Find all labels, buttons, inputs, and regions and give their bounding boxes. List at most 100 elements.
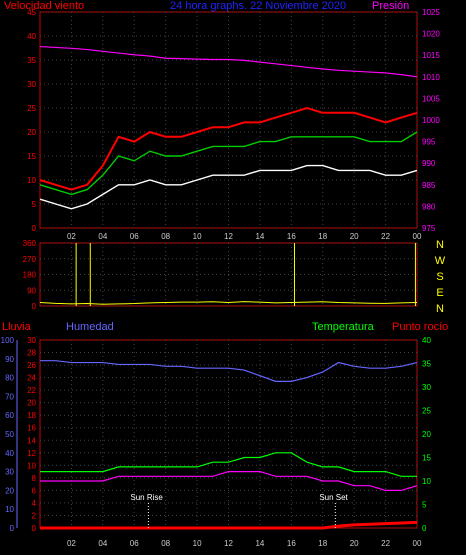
climate-x-tick-label: 00 (413, 539, 422, 548)
climate-x-tick-label: 18 (318, 539, 327, 548)
pressure-tick-label: 1010 (422, 73, 440, 82)
rain-tick-label: 26 (27, 361, 36, 370)
wind-tick-label: 0 (32, 224, 37, 233)
direction-tick-label: 270 (23, 255, 37, 264)
wind-gust-line (39, 106, 418, 191)
wind-x-tick-label: 18 (318, 232, 327, 241)
climate-x-tick-label: 16 (287, 539, 296, 548)
humidity-tick-label: 30 (5, 468, 14, 477)
wind-x-tick-label: 14 (255, 232, 264, 241)
climate-x-tick-label: 02 (67, 539, 76, 548)
dewpoint-label: Punto rocío (392, 321, 448, 333)
chart-date-title: 24 hora graphs. 22 Noviembre 2020 (170, 0, 346, 12)
temperature-label: Temperatura (312, 321, 375, 333)
direction-axis-ticks: 0 90 180 270 360 (23, 239, 37, 311)
humidity-tick-label: 50 (5, 430, 14, 439)
rain-tick-label: 10 (27, 461, 36, 470)
dewpoint-line (40, 471, 418, 491)
pressure-tick-label: 1020 (422, 30, 440, 39)
compass-letter: W (435, 255, 446, 267)
rain-tick-label: 6 (32, 486, 37, 495)
direction-tick-label: 0 (32, 302, 37, 311)
wind-tick-label: 15 (27, 152, 36, 161)
temperature-axis-ticks: 0 5 10 15 20 25 30 35 40 (422, 336, 431, 533)
humidity-tick-label: 70 (5, 392, 14, 401)
wind-x-tick-label: 06 (130, 232, 139, 241)
wind-average-line (39, 131, 418, 196)
rain-line (40, 520, 418, 530)
compass-letter: E (436, 287, 443, 299)
direction-tick-label: 360 (23, 239, 37, 248)
temperature-tick-label: 5 (422, 501, 427, 510)
humidity-tick-label: 10 (5, 505, 14, 514)
wind-x-tick-label: 22 (381, 232, 390, 241)
rain-tick-label: 0 (32, 524, 37, 533)
pressure-title: Presión (372, 0, 409, 12)
direction-line (39, 301, 418, 305)
climate-x-tick-label: 04 (98, 539, 107, 548)
wind-x-tick-label: 12 (224, 232, 233, 241)
wind-tick-label: 10 (27, 176, 36, 185)
compass-letter: S (436, 271, 443, 283)
climate-x-tick-label: 14 (255, 539, 264, 548)
temperature-tick-label: 25 (422, 407, 431, 416)
climate-x-tick-label: 08 (161, 539, 170, 548)
rain-tick-label: 22 (27, 386, 36, 395)
wind-tick-label: 20 (27, 128, 36, 137)
climate-x-tick-label: 10 (193, 539, 202, 548)
pressure-axis-ticks: 975 980 985 990 995 1000 1005 1010 1015 1020 1025 (422, 8, 440, 233)
rain-tick-label: 24 (27, 374, 36, 383)
humidity-tick-label: 40 (5, 449, 14, 458)
wind-x-axis-ticks: 02 04 06 08 10 12 14 16 18 20 22 00 (67, 232, 422, 241)
wind-grid (40, 11, 418, 229)
climate-x-tick-label: 12 (224, 539, 233, 548)
temperature-line (40, 452, 417, 477)
pressure-tick-label: 1015 (422, 51, 440, 60)
humidity-tick-label: 20 (5, 486, 14, 495)
wind-x-tick-label: 04 (98, 232, 107, 241)
climate-x-axis-ticks: 02 04 06 08 10 12 14 16 18 20 22 00 (67, 539, 422, 548)
humidity-line (40, 360, 418, 382)
pressure-tick-label: 975 (422, 224, 436, 233)
humidity-tick-label: 0 (10, 524, 15, 533)
rain-tick-label: 12 (27, 449, 36, 458)
humidity-tick-label: 100 (1, 336, 15, 345)
rain-tick-label: 20 (27, 399, 36, 408)
temperature-tick-label: 35 (422, 360, 431, 369)
rain-tick-label: 28 (27, 349, 36, 358)
wind-series (39, 45, 418, 210)
wind-speed-title: Velocidad viento (4, 0, 84, 12)
wind-tick-label: 5 (32, 200, 37, 209)
temperature-tick-label: 15 (422, 454, 431, 463)
temperature-tick-label: 10 (422, 477, 431, 486)
temperature-tick-label: 30 (422, 383, 431, 392)
humidity-axis-ticks: 0 10 20 30 40 50 60 70 80 90 100 (1, 336, 15, 533)
direction-tick-label: 90 (27, 286, 36, 295)
wind-x-tick-label: 10 (193, 232, 202, 241)
climate-x-tick-label: 22 (381, 539, 390, 548)
wind-tick-label: 35 (27, 56, 36, 65)
pressure-tick-label: 1025 (422, 8, 440, 17)
rain-tick-label: 2 (32, 511, 37, 520)
humidity-tick-label: 80 (5, 374, 14, 383)
rain-tick-label: 16 (27, 424, 36, 433)
pressure-tick-label: 985 (422, 181, 436, 190)
direction-tick-label: 180 (23, 271, 37, 280)
rain-tick-label: 18 (27, 411, 36, 420)
rain-tick-label: 30 (27, 336, 36, 345)
pressure-tick-label: 980 (422, 202, 436, 211)
rain-tick-label: 14 (27, 436, 36, 445)
wind-tick-label: 40 (27, 32, 36, 41)
humidity-tick-label: 90 (5, 355, 14, 364)
wind-x-tick-label: 16 (287, 232, 296, 241)
wind-x-tick-label: 00 (413, 232, 422, 241)
climate-grid (40, 339, 418, 529)
sunrise-label: Sun Rise (130, 493, 163, 502)
wind-tick-label: 45 (27, 8, 36, 17)
